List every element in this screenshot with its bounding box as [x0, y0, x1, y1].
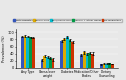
- Bar: [105, 64, 108, 68]
- Bar: [86, 54, 88, 68]
- Bar: [43, 56, 46, 68]
- Bar: [69, 40, 71, 68]
- Bar: [63, 39, 66, 68]
- Bar: [88, 53, 91, 68]
- Bar: [32, 38, 35, 68]
- Bar: [24, 36, 26, 68]
- Bar: [29, 37, 32, 68]
- Bar: [66, 37, 69, 68]
- Bar: [52, 59, 54, 68]
- Bar: [108, 63, 111, 68]
- Bar: [111, 64, 114, 68]
- Bar: [91, 54, 94, 68]
- Bar: [80, 55, 83, 68]
- Bar: [83, 52, 86, 68]
- Bar: [100, 64, 103, 68]
- Bar: [41, 60, 43, 68]
- Bar: [26, 37, 29, 68]
- Bar: [21, 37, 24, 68]
- Bar: [71, 42, 74, 68]
- Bar: [49, 58, 52, 68]
- Bar: [103, 64, 105, 68]
- Y-axis label: Prevalence (%): Prevalence (%): [2, 35, 6, 62]
- Legend: With Diabetes, Insulin Only, Pills/Insulin Only, Insulin + Other Hands, No Medic: With Diabetes, Insulin Only, Pills/Insul…: [13, 19, 122, 22]
- Bar: [46, 57, 49, 68]
- Bar: [60, 41, 63, 68]
